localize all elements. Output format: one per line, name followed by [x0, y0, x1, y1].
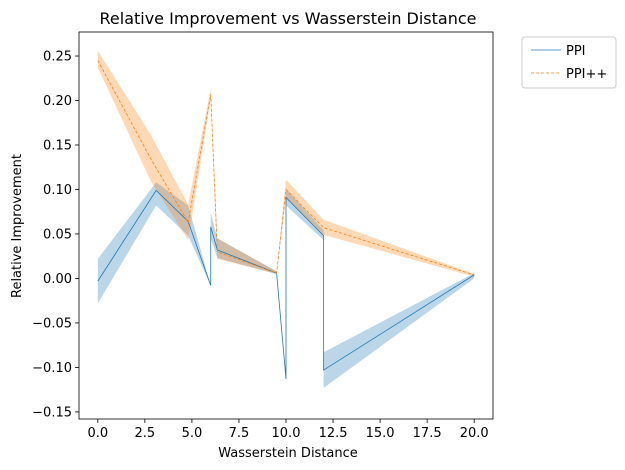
x-axis-label: Wasserstein Distance [218, 446, 358, 461]
x-tick-label: 10.0 [272, 426, 301, 441]
x-tick-label: 2.5 [135, 426, 156, 441]
confidence-bands [97, 50, 475, 388]
y-tick-label: 0.05 [43, 227, 72, 242]
legend-label-ppi-plus-plus: PPI++ [566, 67, 607, 82]
y-tick-label: 0.00 [43, 272, 72, 287]
series-lines [97, 60, 475, 380]
y-tick-label: −0.15 [32, 405, 72, 420]
legend-label-ppi: PPI [566, 44, 586, 59]
y-axis-ticks: −0.15 −0.10 −0.05 0.00 0.05 0.10 0.15 0.20 0.25 [32, 50, 79, 420]
y-tick-label: 0.25 [43, 50, 72, 65]
x-tick-label: 15.0 [366, 426, 395, 441]
x-tick-label: 7.5 [229, 426, 250, 441]
confidence-band-ppi [97, 182, 475, 388]
x-tick-label: 12.5 [319, 426, 348, 441]
y-tick-label: 0.15 [43, 138, 72, 153]
series-line-ppi-plus-plus [97, 60, 475, 276]
y-tick-label: −0.10 [32, 361, 72, 376]
y-tick-label: −0.05 [32, 316, 72, 331]
y-tick-label: 0.20 [43, 94, 72, 109]
x-tick-label: 0.0 [87, 426, 108, 441]
y-axis-label: Relative Improvement [10, 154, 25, 298]
x-tick-label: 20.0 [460, 426, 489, 441]
legend: PPI PPI++ [521, 36, 617, 89]
x-axis-ticks: 0.0 2.5 5.0 7.5 10.0 12.5 15.0 17.5 20.0 [87, 419, 489, 441]
chart-title: Relative Improvement vs Wasserstein Dist… [100, 9, 477, 28]
x-tick-label: 17.5 [413, 426, 442, 441]
x-tick-label: 5.0 [182, 426, 203, 441]
series-line-ppi [97, 189, 475, 380]
y-tick-label: 0.10 [43, 183, 72, 198]
